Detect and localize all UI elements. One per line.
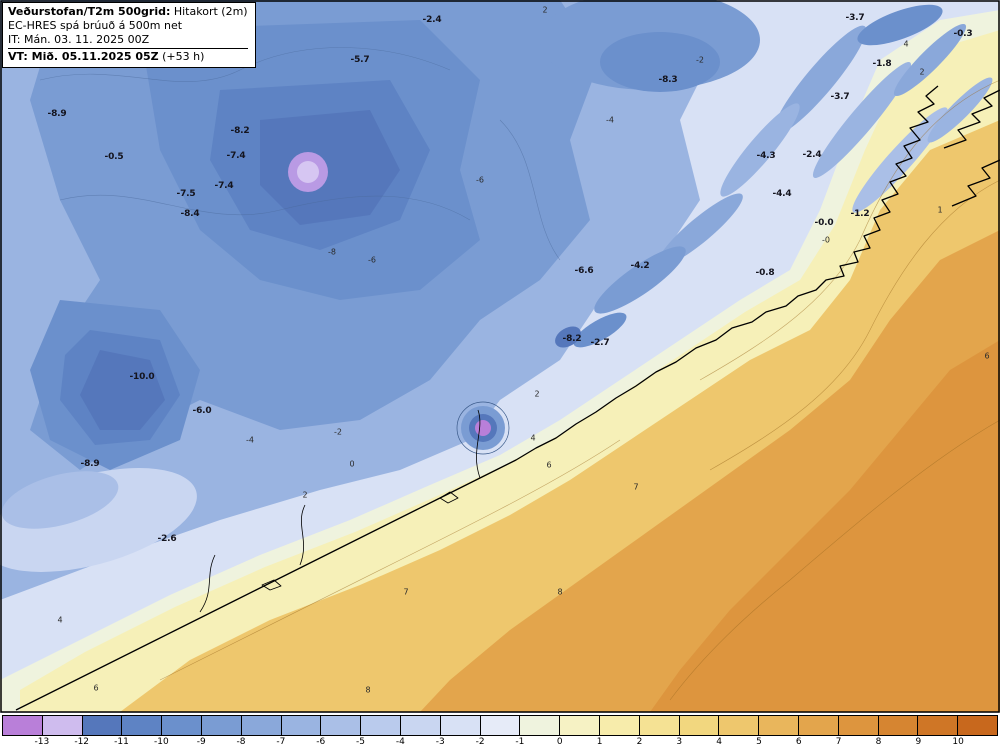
colorbar-cell [81,715,123,736]
init-time: IT: Mán. 03. 11. 2025 00Z [8,33,150,47]
colorbar-tick-label: -6 [316,737,326,747]
colorbar-cell [559,715,600,736]
colorbar-cell [917,715,959,736]
colorbar-tick-label: -2 [475,737,485,747]
valid-time: VT: Mið. 05.11.2025 05Z (+53 h) [8,48,248,64]
title-line-2: EC-HRES spá brúuð á 500m net [8,19,183,33]
colorbar-cell [877,715,919,736]
colorbar-cell [638,715,680,736]
colorbar-tick-label: 1 [596,737,603,747]
colorbar: -13 -12 -11 -10 -9 -8 -7 -6 -5 -4 -3 -2 -1 0 1 2 3 4 5 6 7 8 9… [0,714,1000,748]
colorbar-cell [399,715,441,736]
map-area: -2.4 -5.7 -8.3 -3.7 -0.3 -1.8 -3.7 -8.9 -8.2 -0.5… [0,0,1000,713]
colorbar-cell [280,715,322,736]
colorbar-cell [797,715,839,736]
colorbar-cell [121,715,163,736]
colorbar-tick-label: 2 [636,737,643,747]
colorbar-cell [439,715,481,736]
colorbar-tick-label: 9 [915,737,922,747]
colorbar-tick-label: 8 [875,737,882,747]
colorbar-tick-label: -10 [154,737,169,747]
colorbar-cell [479,715,521,736]
colorbar-cell [718,715,760,736]
colorbar-cell [519,715,561,736]
colorbar-cell [837,715,879,736]
colorbar-tick-label: -8 [236,737,246,747]
colorbar-tick-label: -12 [74,737,90,747]
colorbar-cell [598,715,640,736]
map-subtitle: Hitakort (2m) [170,5,248,18]
purple-minimum-spots [288,152,510,455]
colorbar-cell [957,715,998,736]
map-title: Veðurstofan/T2m 500grid: [8,5,171,18]
colorbar-tick-label: -7 [276,737,286,747]
colorbar-cell [41,715,83,736]
temperature-map [0,0,1000,713]
colorbar-cell [240,715,282,736]
title-box: Veðurstofan/T2m 500grid: Hitakort (2m) E… [2,2,256,69]
colorbar-tick-label: -3 [435,737,445,747]
colorbar-ticks: -13 -12 -11 -10 -9 -8 -7 -6 -5 -4 -3 -2 -1 0 1 2 3 4 5 6 7 8 9… [2,737,998,748]
colorbar-cell [161,715,202,736]
colorbar-tick-label: -11 [114,737,129,747]
colorbar-tick-label: -1 [515,737,525,747]
colorbar-tick-label: -5 [356,737,366,747]
coastline [15,85,1000,711]
colorbar-tick-label: 4 [716,737,722,747]
colorbar-tick-label: 3 [676,737,683,747]
map-frame [0,0,1000,713]
colorbar-tick-label: 0 [556,737,563,747]
colorbar-tick-label: 7 [835,737,842,747]
colorbar-cell [320,715,362,736]
colorbar-cell [2,715,43,736]
colorbar-tick-label: 10 [952,737,964,747]
colorbar-tick-label: -13 [34,737,50,747]
colorbar-tick-label: 6 [795,737,802,747]
warm-temperature-bands [0,0,1000,712]
colorbar-tick-label: 5 [756,737,762,747]
colorbar-cell [678,715,720,736]
colorbar-cell [360,715,401,736]
colorbar-cell [200,715,242,736]
colorbar-tick-label: -9 [196,737,206,747]
contour-lines [39,47,1000,701]
title-line-1: Veðurstofan/T2m 500grid: Hitakort (2m) [8,5,248,19]
colorbar-cell [758,715,799,736]
colorbar-tick-label: -4 [395,737,405,747]
colorbar-cells [2,715,998,736]
